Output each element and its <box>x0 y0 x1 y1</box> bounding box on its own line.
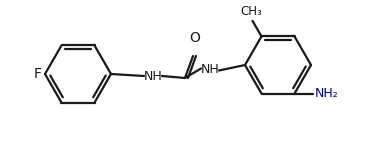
Text: NH₂: NH₂ <box>314 87 338 100</box>
Text: F: F <box>34 67 42 81</box>
Text: NH: NH <box>201 63 219 76</box>
Text: O: O <box>189 31 201 45</box>
Text: CH₃: CH₃ <box>240 5 262 18</box>
Text: NH: NH <box>144 69 162 82</box>
